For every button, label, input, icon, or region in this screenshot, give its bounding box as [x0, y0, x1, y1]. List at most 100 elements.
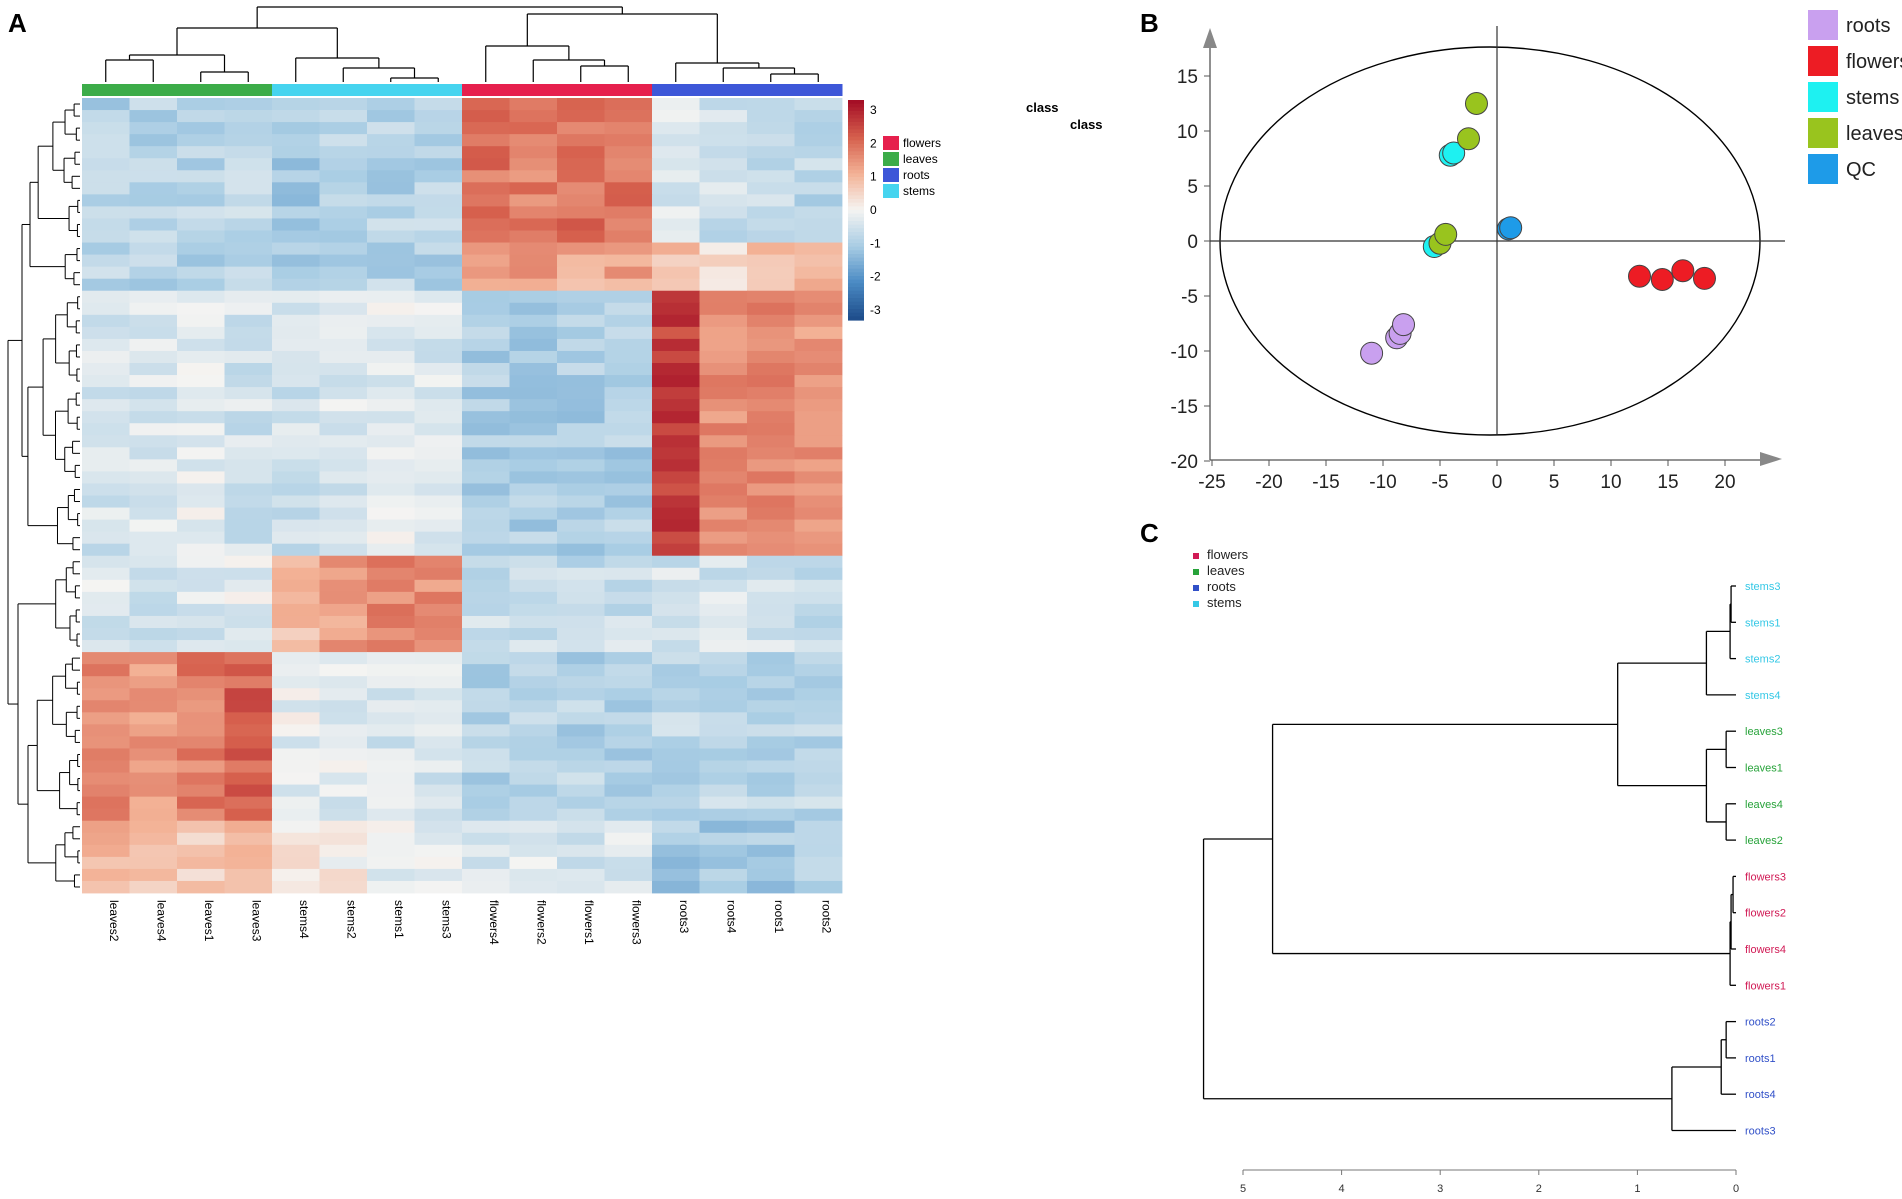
x-axis-tick-label: 10 [1600, 472, 1621, 493]
heatmap-cell [462, 880, 510, 894]
heatmap-cell [604, 182, 653, 195]
heatmap-cell [604, 712, 653, 725]
class-bar-segment [224, 84, 273, 96]
heatmap-cell [414, 435, 463, 448]
heatmap-cell [82, 615, 130, 629]
heatmap-cell [272, 688, 320, 701]
heatmap-cell [224, 230, 273, 243]
dendrogram-leaf-label: leaves1 [1745, 763, 1783, 775]
x-axis-tick-label: -25 [1198, 472, 1225, 493]
heatmap-cell [129, 146, 178, 159]
heatmap-cell [367, 880, 415, 894]
heatmap-cell [604, 206, 653, 219]
heatmap-cell [414, 230, 463, 243]
class-bar-segment [699, 84, 748, 96]
heatmap-cell [652, 628, 700, 641]
heatmap-cell [652, 375, 700, 388]
scatter-legend-label-leaves: leaves [1846, 123, 1902, 145]
heatmap-cell [177, 796, 225, 810]
heatmap-cell [82, 242, 130, 255]
heatmap-cell [272, 832, 320, 846]
heatmap-cell [604, 290, 653, 304]
heatmap-cell [319, 844, 368, 858]
heatmap-cell [319, 495, 368, 508]
heatmap-cell [747, 254, 795, 268]
heatmap-cell [272, 724, 320, 737]
heatmap-cell [82, 338, 130, 352]
heatmap-cell [319, 254, 368, 268]
heatmap-cell [414, 110, 463, 123]
heatmap-cell [224, 182, 273, 195]
heatmap-cell [224, 158, 273, 171]
heatmap-cell [509, 495, 558, 508]
heatmap-cell [129, 387, 178, 400]
heatmap-cell [367, 363, 415, 376]
heatmap-cell [509, 820, 558, 834]
y-axis-arrow [1203, 28, 1217, 48]
heatmap-cell [747, 278, 795, 292]
heatmap-cell [699, 784, 748, 798]
heatmap-cell [319, 808, 368, 822]
heatmap-cell [509, 350, 558, 364]
heatmap-cell [177, 471, 225, 484]
heatmap-cell [129, 820, 178, 834]
heatmap-cell [367, 110, 415, 123]
heatmap-cell [129, 182, 178, 195]
y-axis-tick-label: 15 [1177, 67, 1198, 88]
heatmap-cell [82, 302, 130, 316]
heatmap-cell [224, 435, 273, 448]
heatmap-cell [319, 423, 368, 436]
heatmap-cell [367, 134, 415, 147]
panel-label-a: A [8, 8, 27, 38]
heatmap-cell [462, 579, 510, 593]
heatmap-cell [272, 230, 320, 243]
dendrogram-leaf-label: stems4 [1745, 690, 1780, 702]
colorbar-step [848, 155, 864, 160]
heatmap-cell [652, 338, 700, 352]
heatmap-cell [652, 820, 700, 834]
colorbar-step [848, 144, 864, 149]
heatmap-cell [699, 856, 748, 870]
colorbar-step [848, 294, 864, 299]
heatmap-cell [272, 531, 320, 545]
heatmap-cell [129, 628, 178, 641]
heatmap-cell [224, 700, 273, 713]
heatmap-cell [367, 736, 415, 749]
heatmap-cell [699, 603, 748, 617]
dendrogram-legend-marker-stems [1193, 601, 1199, 607]
heatmap-cell [509, 194, 558, 207]
heatmap-cell [509, 591, 558, 605]
score-point-leaves [1434, 222, 1458, 246]
heatmap-cell [462, 98, 510, 111]
heatmap-cell [557, 567, 605, 581]
heatmap-cell [177, 278, 225, 292]
heatmap-cell [652, 459, 700, 472]
heatmap-cell [794, 652, 843, 665]
heatmap-cell [509, 242, 558, 255]
class-bar-segment [129, 84, 178, 96]
heatmap-row-dendrogram [7, 103, 80, 888]
heatmap-cell [462, 531, 510, 545]
heatmap-cell [699, 134, 748, 147]
heatmap-cell [224, 146, 273, 159]
heatmap-cell [794, 712, 843, 725]
heatmap-cell [652, 471, 700, 484]
heatmap-cell [319, 483, 368, 496]
heatmap-cell [462, 218, 510, 231]
score-plot-points [1360, 92, 1716, 365]
heatmap-cell [699, 326, 748, 340]
heatmap-cell [699, 110, 748, 123]
heatmap-cell [319, 278, 368, 292]
colorbar-step [848, 122, 864, 127]
heatmap-cell [794, 507, 843, 520]
heatmap-cell [699, 230, 748, 243]
heatmap-cell [224, 242, 273, 255]
heatmap-cell [794, 483, 843, 496]
heatmap-cell [177, 531, 225, 545]
heatmap-cell [604, 194, 653, 207]
heatmap-cell [177, 266, 225, 280]
heatmap-cell [604, 543, 653, 557]
dendrogram-legend-marker-roots [1193, 585, 1199, 591]
heatmap-cell [319, 700, 368, 713]
heatmap-cell [414, 688, 463, 701]
